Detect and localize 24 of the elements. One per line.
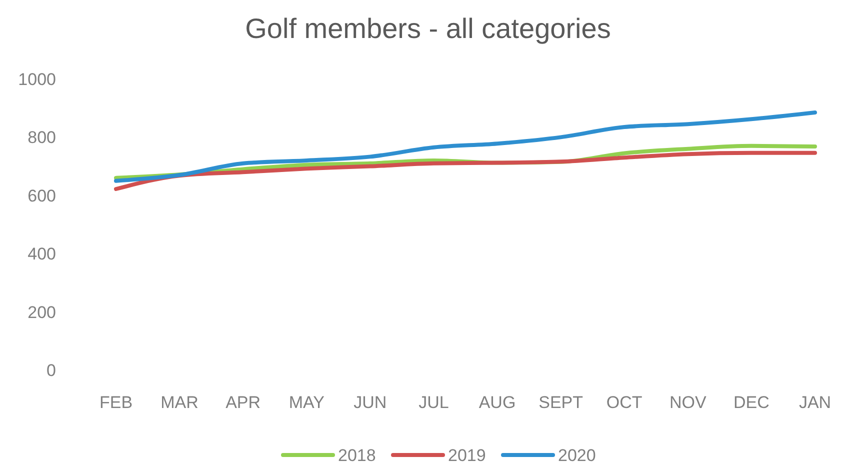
legend-label: 2019	[448, 446, 486, 465]
y-tick-label: 600	[28, 186, 56, 206]
x-tick-label: FEB	[99, 393, 133, 412]
x-tick-label: APR	[226, 393, 261, 412]
x-tick-label: MAY	[288, 393, 324, 412]
x-tick-label: DEC	[734, 393, 770, 412]
chart-title: Golf members - all categories	[245, 13, 611, 44]
legend-label: 2020	[558, 446, 596, 465]
x-tick-label: JUN	[354, 393, 387, 412]
y-tick-label: 800	[28, 128, 56, 148]
x-tick-label: AUG	[478, 393, 516, 412]
x-tick-label: NOV	[669, 393, 707, 412]
y-tick-label: 1000	[18, 70, 56, 89]
x-tick-label: SEPT	[538, 393, 584, 412]
x-tick-label: MAR	[160, 393, 198, 412]
x-tick-label: JAN	[798, 393, 832, 412]
x-tick-label: OCT	[606, 393, 642, 412]
line-series	[114, 110, 817, 183]
legend-label: 2018	[338, 446, 376, 465]
y-tick-label: 200	[28, 302, 56, 322]
line-series	[114, 150, 817, 191]
y-tick-label: 0	[46, 360, 56, 380]
x-tick-label: JUL	[418, 393, 449, 412]
y-tick-label: 400	[28, 244, 56, 264]
